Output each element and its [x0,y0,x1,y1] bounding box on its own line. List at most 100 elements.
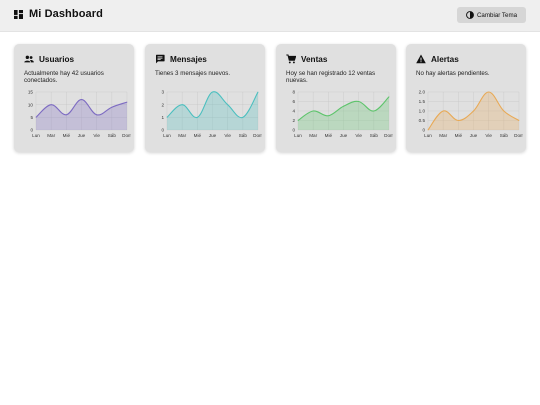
x-tick-label: Jue [78,133,86,138]
series-area [167,91,258,130]
data-point [373,110,375,112]
y-tick-label: 0.5 [419,118,426,123]
x-tick-label: Jue [209,133,217,138]
warning-icon [416,54,426,64]
x-tick-label: Jue [340,133,348,138]
y-tick-label: 2.0 [419,90,426,95]
y-tick-label: 0 [422,128,425,133]
card-header: Usuarios [24,54,74,64]
y-tick-label: 0 [161,128,164,133]
series-area [298,96,389,130]
x-tick-label: Lun [424,133,432,138]
data-point [81,99,82,100]
y-tick-label: 5 [30,115,33,120]
x-tick-label: Vie [485,133,492,138]
change-theme-label: Cambiar Tema [476,11,518,19]
data-point [181,104,183,106]
data-point [50,104,52,106]
x-tick-label: Mié [455,133,463,138]
card-title: Mensajes [170,54,207,64]
y-tick-label: 0 [30,128,33,133]
x-tick-label: Lun [32,133,40,138]
card-header: Mensajes [155,54,207,64]
page-title: Mi Dashboard [29,8,103,20]
x-tick-label: Mar [178,133,186,138]
message-icon [156,54,165,64]
x-tick-label: Sáb [370,133,379,138]
data-point [327,115,329,117]
brand: Mi Dashboard [14,8,103,20]
data-point [442,110,444,112]
x-tick-label: Sáb [239,133,248,138]
y-tick-label: 2 [161,102,164,107]
x-tick-label: Dom [384,133,393,138]
card-header: Alertas [416,54,459,64]
card-usuarios: Usuarios Actualmente hay 42 usuarios con… [14,44,134,152]
x-tick-label: Jue [470,133,478,138]
card-description: No hay alertas pendientes. [416,70,490,77]
series-area [36,99,127,130]
y-tick-label: 1.0 [419,109,426,114]
data-point [35,116,37,118]
card-alertas: Alertas No hay alertas pendientes. 0 0.5 1… [406,44,526,152]
y-tick-label: 4 [292,109,295,114]
ventas-chart: 0 2 4 6 8 Lun Mar Mié Jue Vie Sáb Dom [292,90,393,138]
y-tick-label: 3 [161,90,164,95]
x-tick-label: Dom [253,133,262,138]
app-header: Mi Dashboard Cambiar Tema [0,0,540,32]
y-tick-label: 0 [292,128,295,133]
data-point [457,120,459,121]
usuarios-chart: 0 5 10 15 Lun Mar Mié Jue Vie Sáb Dom [28,90,131,138]
y-tick-label: 10 [28,102,34,107]
x-tick-label: Vie [224,133,231,138]
data-point [257,91,259,93]
cart-icon [286,54,296,64]
card-description: Hoy se han registrado 12 ventas nuevas. [286,70,376,85]
data-point [343,105,344,107]
card-title: Ventas [301,54,328,64]
x-tick-label: Lun [294,133,302,138]
x-tick-label: Sáb [108,133,117,138]
data-point [473,110,474,112]
y-tick-label: 8 [292,90,295,95]
data-point [358,101,360,102]
y-tick-label: 15 [28,90,34,95]
change-theme-button[interactable]: Cambiar Tema [457,7,526,23]
x-tick-label: Mar [309,133,317,138]
mensajes-chart: 0 1 2 3 Lun Mar Mié Jue Vie Sáb Dom [161,90,262,138]
x-tick-label: Mié [325,133,333,138]
y-tick-label: 6 [292,99,295,104]
x-tick-label: Dom [514,133,523,138]
data-point [388,96,390,98]
card-header: Ventas [286,54,327,64]
card-description: Tienes 3 mensajes nuevos. [155,70,231,77]
card-title: Alertas [431,54,459,64]
data-point [166,116,168,118]
data-point [212,91,213,93]
x-tick-label: Vie [93,133,100,138]
data-point [427,129,429,131]
x-tick-label: Mar [439,133,447,138]
data-point [227,104,229,106]
data-point [111,106,113,108]
x-tick-label: Mar [47,133,55,138]
data-point [196,116,198,118]
card-title: Usuarios [39,54,75,64]
x-tick-label: Dom [122,133,131,138]
data-point [126,101,128,103]
alertas-chart: 0 0.5 1.0 1.5 2.0 Lun Mar Mié Jue Vie Sáb Dom [419,90,523,138]
users-icon [24,55,34,63]
data-point [518,120,520,121]
y-tick-label: 1.5 [419,99,426,104]
card-mensajes: Mensajes Tienes 3 mensajes nuevos. 0 1 2 3 L… [145,44,265,152]
x-tick-label: Sáb [500,133,509,138]
card-description: Actualmente hay 42 usuarios conectados. [24,70,104,85]
x-tick-label: Mié [63,133,71,138]
x-tick-label: Vie [355,133,362,138]
y-tick-label: 2 [292,118,295,123]
data-point [312,110,314,112]
data-point [503,110,505,112]
x-tick-label: Mié [194,133,202,138]
data-point [242,116,244,118]
dashboard-grid-icon [14,9,23,19]
